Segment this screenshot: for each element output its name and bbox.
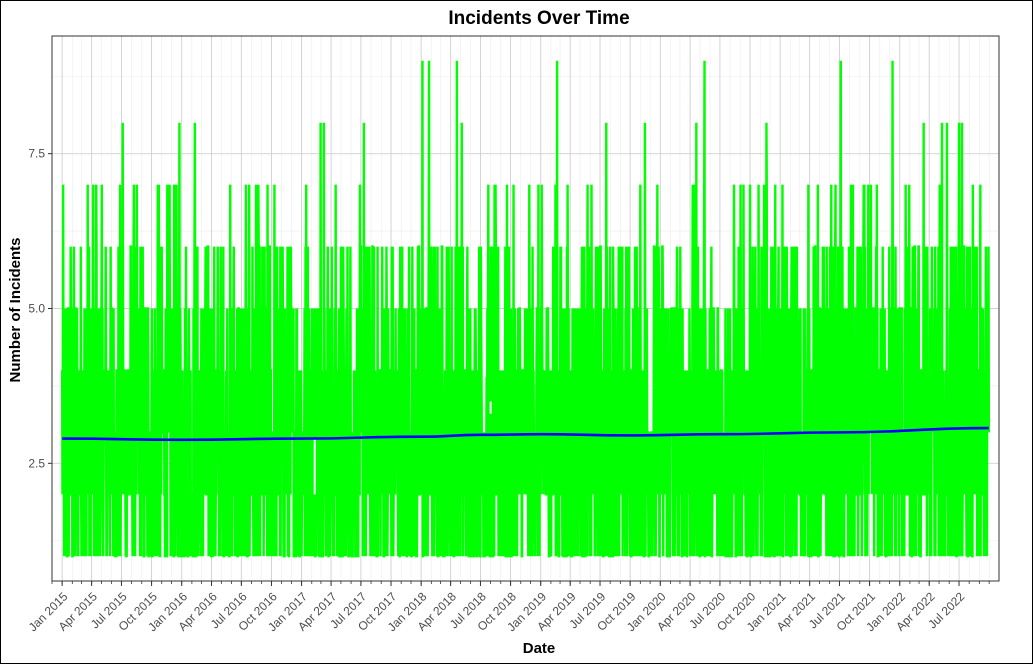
y-tick-label: 2.5	[28, 456, 45, 470]
trend-smooth-line	[62, 426, 989, 442]
y-axis-label: Number of Incidents	[7, 237, 24, 382]
plot-data	[60, 60, 991, 558]
y-tick-label: 7.5	[28, 147, 45, 161]
chart-title: Incidents Over Time	[448, 8, 629, 29]
y-tick-label: 5.0	[28, 302, 45, 316]
x-axis-label: Date	[523, 640, 556, 657]
